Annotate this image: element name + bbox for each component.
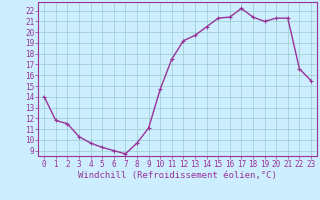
X-axis label: Windchill (Refroidissement éolien,°C): Windchill (Refroidissement éolien,°C) bbox=[78, 171, 277, 180]
